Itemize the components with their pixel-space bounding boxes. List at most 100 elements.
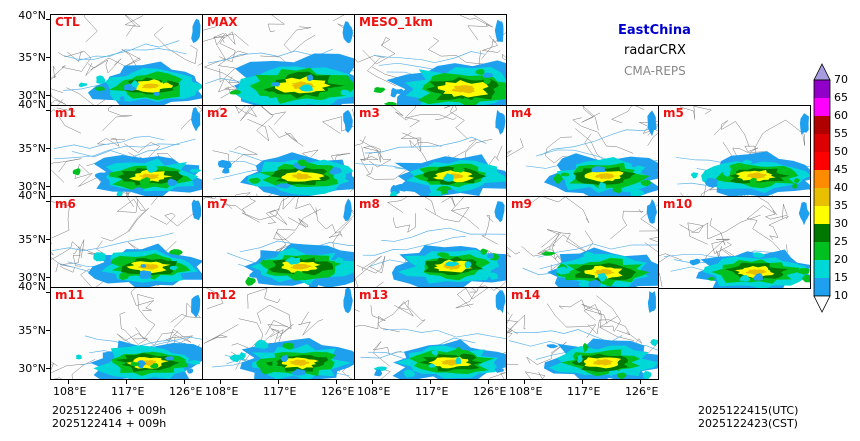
reflectivity-cell (252, 273, 262, 278)
province-boundary (282, 197, 318, 216)
colorbar-segment (814, 278, 830, 296)
reflectivity-cell (164, 355, 174, 361)
province-boundary (101, 207, 149, 242)
lat-tick-label: 30°N (18, 362, 46, 375)
map-panel: m10 (658, 196, 811, 289)
reflectivity-map (208, 106, 354, 197)
colorbar-segment (814, 80, 830, 98)
province-boundary (659, 254, 671, 263)
colorbar-level-label: 60 (834, 109, 848, 122)
province-boundary (572, 117, 634, 154)
reflectivity-contour (138, 173, 160, 180)
province-boundary (170, 302, 202, 328)
province-boundary (507, 249, 511, 258)
reflectivity-map (355, 106, 506, 197)
valid-time-utc: 2025122415(UTC) (698, 404, 799, 417)
reflectivity-cell (553, 174, 564, 184)
reflectivity-cell (266, 91, 278, 99)
lon-tick (488, 380, 489, 384)
reflectivity-cell (390, 87, 398, 98)
province-boundary (493, 53, 506, 80)
river (77, 48, 187, 62)
lon-tick-label: 126°E (625, 385, 659, 398)
province-boundary (507, 311, 510, 315)
reflectivity-cell (272, 360, 278, 368)
reflectivity-cell (560, 172, 570, 177)
reflectivity-cell (798, 201, 810, 226)
lat-tick (46, 239, 50, 240)
province-boundary (87, 58, 122, 74)
province-boundary (135, 293, 156, 340)
reflectivity-cell (588, 279, 602, 288)
province-boundary (206, 288, 224, 309)
reflectivity-cell (555, 266, 570, 275)
lat-tick (46, 292, 50, 293)
reflectivity-cell (427, 190, 442, 197)
colorbar-segment (814, 170, 830, 188)
province-boundary (213, 32, 236, 63)
river (381, 227, 506, 242)
reflectivity-cell (271, 81, 281, 87)
province-boundary (51, 362, 85, 374)
province-boundary (51, 361, 58, 367)
province-boundary (711, 238, 732, 254)
province-boundary (746, 205, 782, 252)
reflectivity-contour (288, 359, 310, 366)
reflectivity-cell (373, 87, 386, 94)
colorbar-segment (814, 242, 830, 260)
map-panel: m2 (202, 105, 355, 198)
province-boundary (391, 106, 421, 128)
reflectivity-map (507, 106, 658, 197)
reflectivity-map (51, 288, 202, 379)
reflectivity-cell (707, 276, 715, 281)
lon-tick (582, 380, 583, 384)
province-boundary (58, 51, 84, 63)
province-boundary (83, 15, 98, 43)
reflectivity-cell (799, 113, 810, 135)
reflectivity-map (355, 15, 506, 106)
reflectivity-cell (452, 166, 466, 173)
province-boundary (507, 320, 518, 338)
province-boundary (51, 242, 59, 273)
reflectivity-cell (443, 173, 454, 182)
reflectivity-cell (335, 79, 342, 84)
province-boundary (247, 106, 250, 108)
reflectivity-contour (290, 173, 313, 180)
reflectivity-cell (342, 21, 354, 44)
reflectivity-cell (254, 339, 269, 350)
lat-tick-label: 30°N (18, 180, 46, 193)
reflectivity-cell (475, 68, 485, 76)
reflectivity-cell (487, 253, 494, 259)
province-boundary (322, 108, 354, 134)
province-boundary (360, 146, 379, 175)
lat-tick (46, 330, 50, 331)
reflectivity-cell (650, 338, 658, 347)
province-boundary (265, 208, 288, 225)
lat-tick (46, 110, 50, 111)
reflectivity-cell (130, 361, 140, 367)
reflectivity-cell (327, 97, 337, 104)
province-boundary (367, 151, 392, 168)
panel-label: m13 (359, 288, 389, 302)
colorbar-segment (814, 206, 830, 224)
map-panel: MESO_1km (354, 14, 507, 107)
reflectivity-cell (191, 107, 201, 132)
province-boundary (679, 222, 708, 245)
province-boundary (124, 15, 144, 37)
province-boundary (691, 214, 761, 240)
reflectivity-contour (745, 269, 768, 276)
province-boundary (444, 106, 468, 140)
reflectivity-map (51, 15, 202, 106)
panel-label: m6 (55, 197, 76, 211)
reflectivity-cell (169, 265, 178, 271)
reflectivity-cell (540, 251, 556, 256)
colorbar-segment (814, 134, 830, 152)
province-boundary (488, 32, 506, 43)
province-boundary (59, 248, 82, 273)
colorbar-extend-max (813, 63, 831, 81)
panel-label: m2 (207, 106, 228, 120)
reflectivity-contour (592, 359, 614, 366)
reflectivity-cell (461, 97, 473, 106)
reflectivity-cell (343, 198, 352, 222)
province-boundary (467, 15, 493, 41)
